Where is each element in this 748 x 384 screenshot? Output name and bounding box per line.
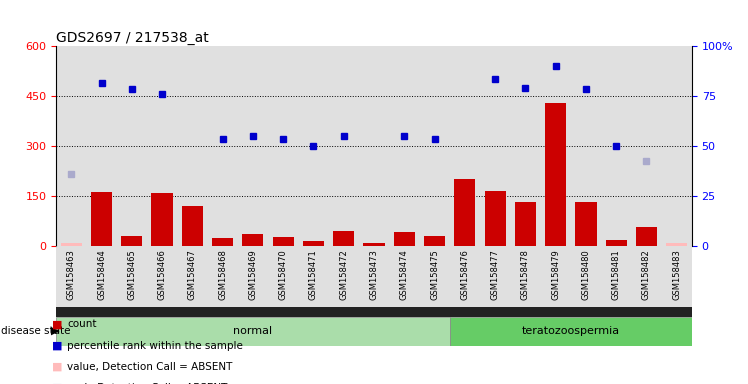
Bar bbox=[272, 237, 294, 246]
Bar bbox=[601, 46, 631, 246]
Bar bbox=[606, 240, 627, 246]
Bar bbox=[147, 46, 177, 246]
Bar bbox=[480, 46, 510, 246]
Text: ■: ■ bbox=[52, 362, 63, 372]
Bar bbox=[545, 103, 566, 246]
Bar bbox=[151, 193, 173, 246]
Bar bbox=[359, 46, 389, 246]
Bar bbox=[117, 46, 147, 246]
Bar bbox=[91, 192, 112, 246]
Text: GSM158477: GSM158477 bbox=[491, 249, 500, 300]
Bar bbox=[424, 237, 445, 246]
Bar bbox=[662, 46, 692, 246]
Bar bbox=[420, 46, 450, 246]
Bar bbox=[541, 246, 571, 307]
Text: value, Detection Call = ABSENT: value, Detection Call = ABSENT bbox=[67, 362, 233, 372]
Bar bbox=[177, 246, 207, 307]
Text: GSM158479: GSM158479 bbox=[551, 249, 560, 300]
Bar bbox=[666, 243, 687, 246]
Bar bbox=[242, 234, 263, 246]
Text: GSM158476: GSM158476 bbox=[460, 249, 469, 300]
Text: GDS2697 / 217538_at: GDS2697 / 217538_at bbox=[56, 31, 209, 45]
Text: GSM158472: GSM158472 bbox=[340, 249, 349, 300]
Bar bbox=[450, 317, 692, 346]
Text: GSM158471: GSM158471 bbox=[309, 249, 318, 300]
Bar bbox=[268, 246, 298, 307]
Text: rank, Detection Call = ABSENT: rank, Detection Call = ABSENT bbox=[67, 383, 227, 384]
Bar bbox=[268, 46, 298, 246]
Bar bbox=[86, 46, 117, 246]
Bar bbox=[328, 246, 359, 307]
Bar bbox=[450, 46, 480, 246]
Bar bbox=[298, 46, 328, 246]
Text: GSM158475: GSM158475 bbox=[430, 249, 439, 300]
Text: GSM158474: GSM158474 bbox=[399, 249, 408, 300]
Text: GSM158470: GSM158470 bbox=[279, 249, 288, 300]
Bar bbox=[238, 46, 268, 246]
Bar bbox=[389, 246, 420, 307]
Bar bbox=[485, 191, 506, 246]
Text: GSM158467: GSM158467 bbox=[188, 249, 197, 300]
Text: GSM158473: GSM158473 bbox=[370, 249, 378, 300]
Bar bbox=[303, 241, 324, 246]
Bar bbox=[631, 246, 662, 307]
Text: disease state: disease state bbox=[1, 326, 71, 336]
Bar bbox=[631, 46, 662, 246]
Bar bbox=[575, 202, 596, 246]
Text: GSM158469: GSM158469 bbox=[248, 249, 257, 300]
Bar bbox=[571, 246, 601, 307]
Text: GSM158480: GSM158480 bbox=[581, 249, 590, 300]
Text: ■: ■ bbox=[52, 383, 63, 384]
Text: GSM158483: GSM158483 bbox=[672, 249, 681, 300]
Bar bbox=[510, 46, 541, 246]
Text: GSM158468: GSM158468 bbox=[218, 249, 227, 300]
Bar bbox=[571, 46, 601, 246]
Bar bbox=[510, 246, 541, 307]
Bar bbox=[207, 246, 238, 307]
Bar bbox=[450, 246, 480, 307]
Bar bbox=[298, 246, 328, 307]
Bar bbox=[212, 238, 233, 246]
Bar bbox=[480, 246, 510, 307]
Bar bbox=[56, 46, 86, 246]
Text: ■: ■ bbox=[52, 319, 63, 329]
Bar bbox=[601, 246, 631, 307]
Bar bbox=[147, 246, 177, 307]
Bar bbox=[454, 179, 476, 246]
Bar bbox=[117, 246, 147, 307]
Bar bbox=[359, 246, 389, 307]
Bar bbox=[207, 46, 238, 246]
Text: normal: normal bbox=[233, 326, 272, 336]
Text: GSM158463: GSM158463 bbox=[67, 249, 76, 300]
Bar bbox=[364, 243, 384, 246]
Text: GSM158478: GSM158478 bbox=[521, 249, 530, 300]
Text: GSM158482: GSM158482 bbox=[642, 249, 651, 300]
Bar bbox=[541, 46, 571, 246]
Bar bbox=[177, 46, 207, 246]
Bar bbox=[333, 231, 355, 246]
Bar bbox=[86, 246, 117, 307]
Text: GSM158465: GSM158465 bbox=[127, 249, 136, 300]
Text: count: count bbox=[67, 319, 96, 329]
Bar bbox=[56, 317, 450, 346]
Bar bbox=[121, 236, 142, 246]
Text: GSM158481: GSM158481 bbox=[612, 249, 621, 300]
Text: GSM158466: GSM158466 bbox=[158, 249, 167, 300]
Bar bbox=[182, 206, 203, 246]
Bar bbox=[61, 243, 82, 246]
Bar bbox=[515, 202, 536, 246]
Text: percentile rank within the sample: percentile rank within the sample bbox=[67, 341, 243, 351]
Bar bbox=[636, 227, 657, 246]
Text: GSM158464: GSM158464 bbox=[97, 249, 106, 300]
Text: ■: ■ bbox=[52, 341, 63, 351]
Bar bbox=[238, 246, 268, 307]
Bar bbox=[662, 246, 692, 307]
Bar bbox=[328, 46, 359, 246]
Text: teratozoospermia: teratozoospermia bbox=[522, 326, 620, 336]
Bar bbox=[393, 232, 415, 246]
Bar bbox=[56, 246, 86, 307]
Bar bbox=[420, 246, 450, 307]
Text: ▶: ▶ bbox=[51, 326, 59, 336]
Bar bbox=[389, 46, 420, 246]
